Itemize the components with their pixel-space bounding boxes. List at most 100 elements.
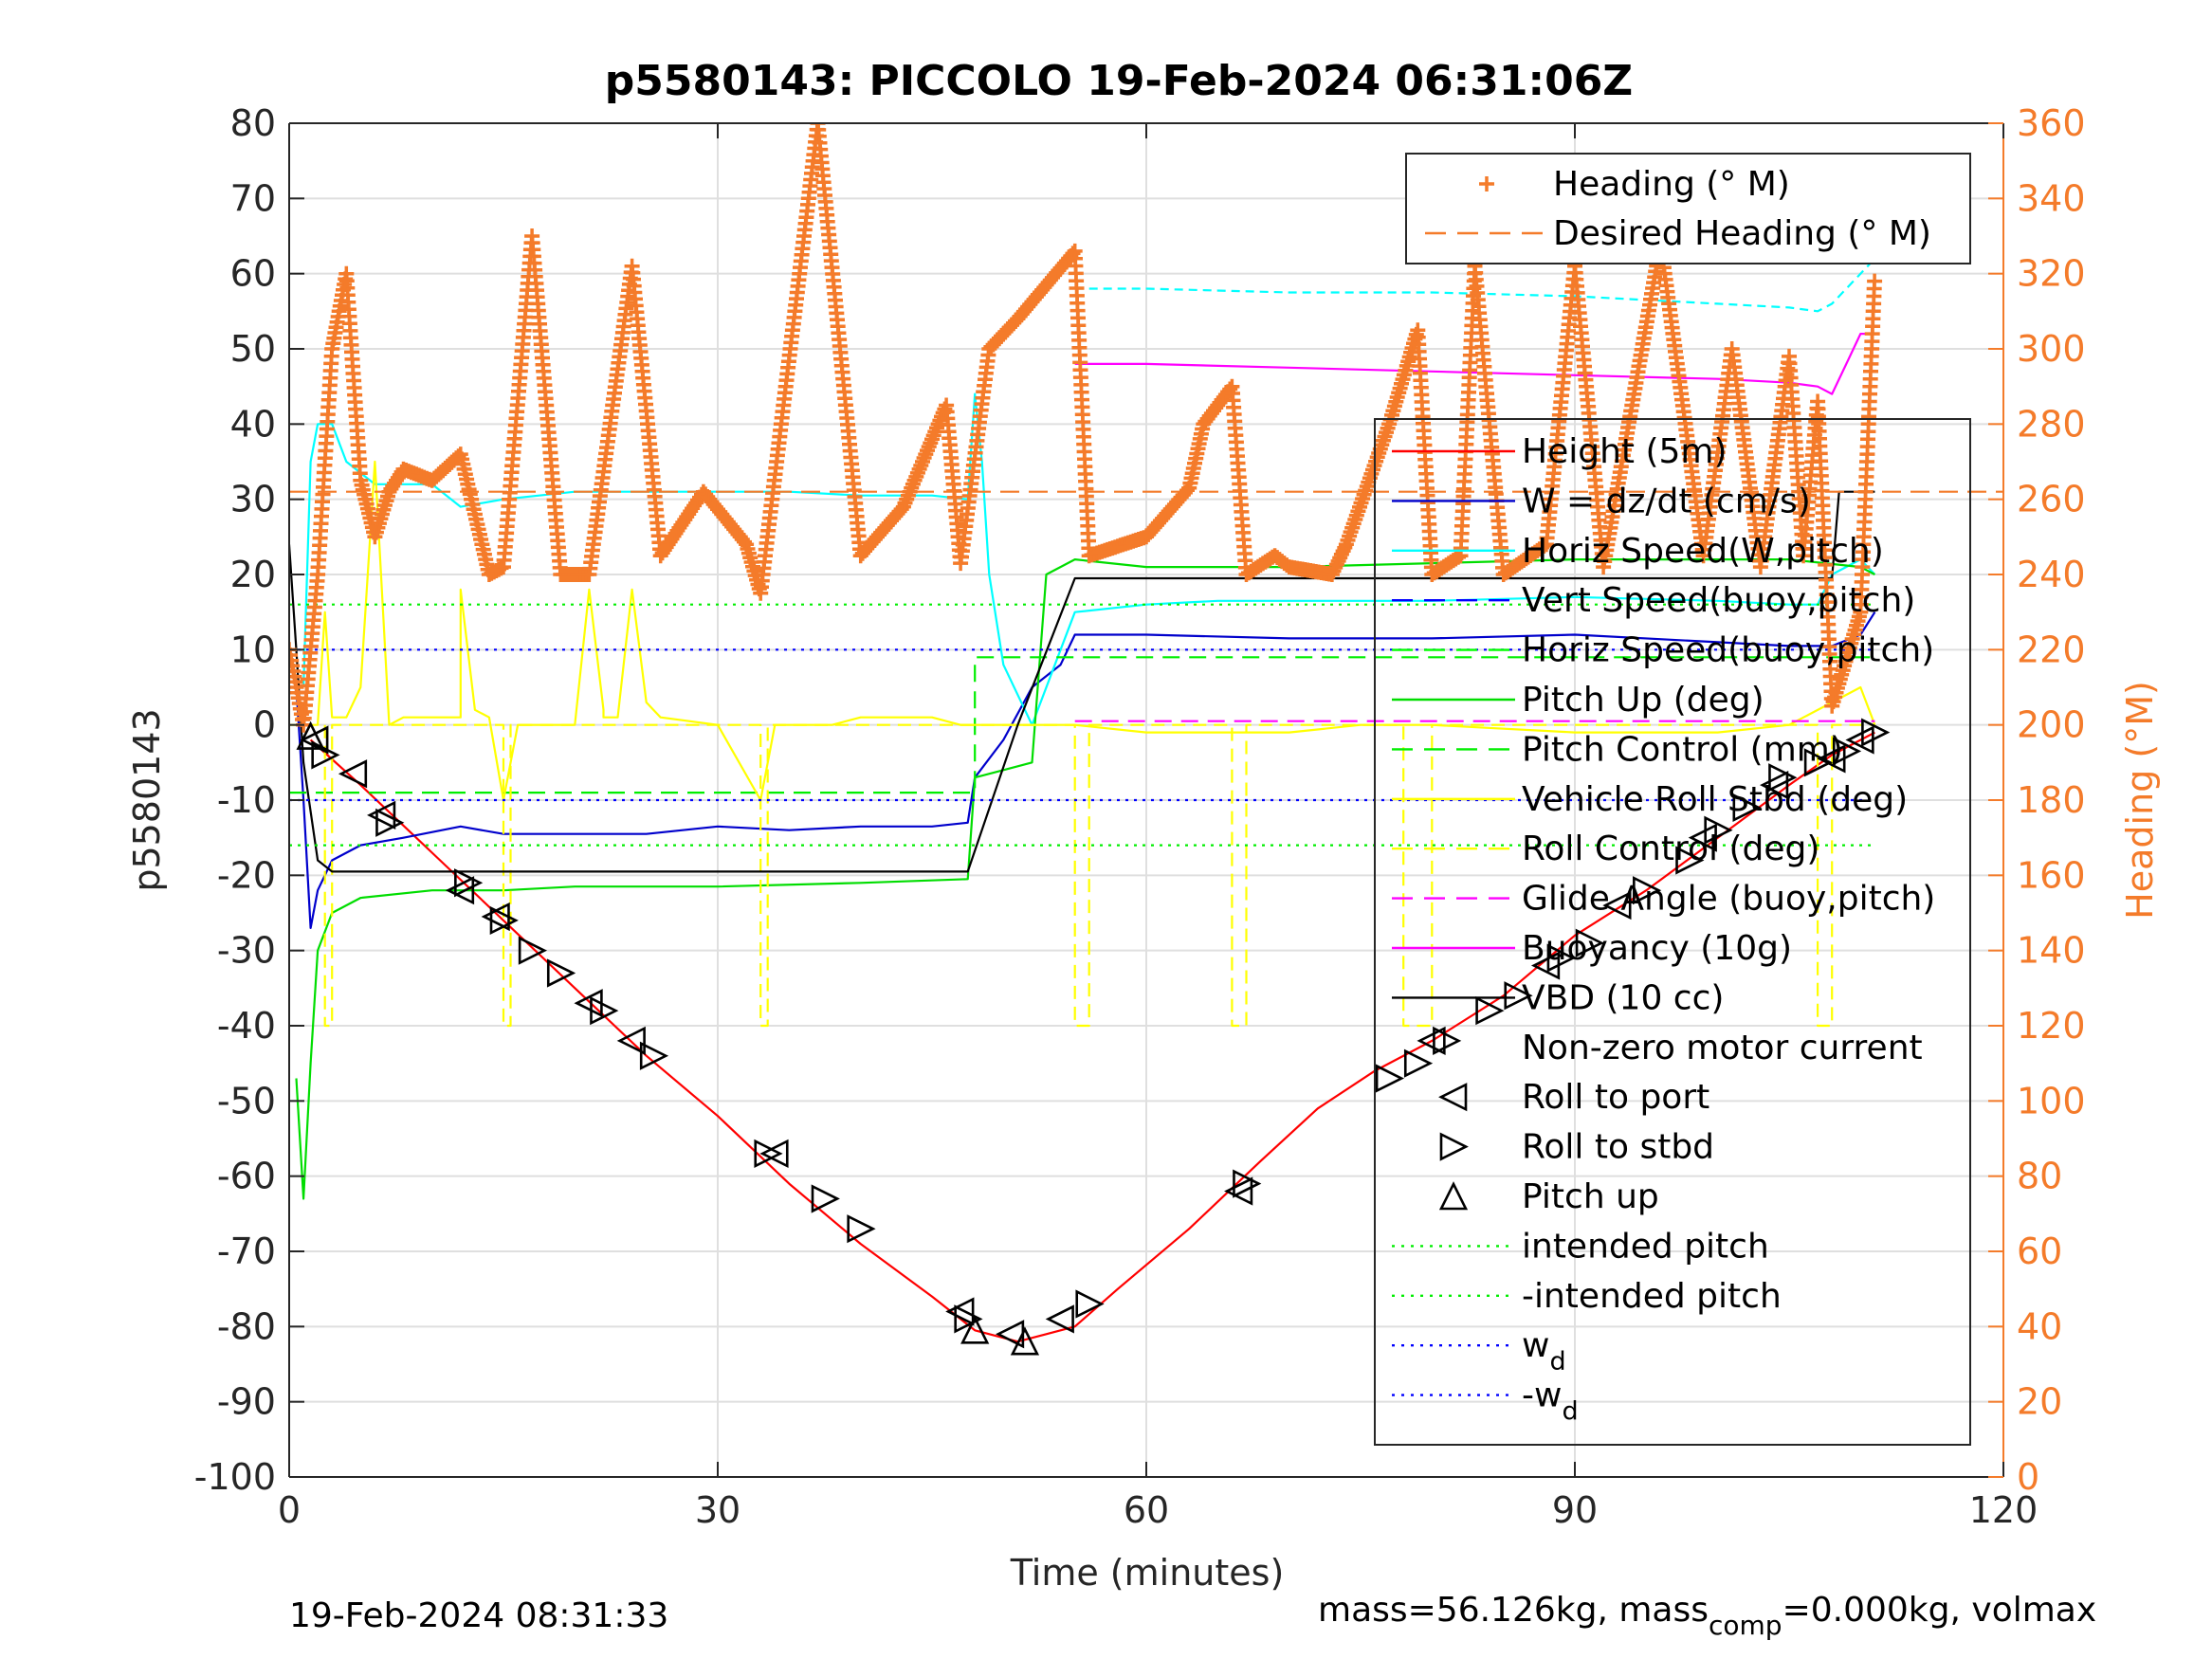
chart-title: p5580143: PICCOLO 19-Feb-2024 06:31:06Z — [605, 57, 1633, 105]
roll-stbd-marker — [1403, 1048, 1434, 1078]
footer-mass: mass=56.126kg, masscomp=0.000kg, volmax — [1318, 1591, 2096, 1641]
plot-area — [289, 123, 2003, 1356]
roll-stbd-marker — [1803, 748, 1834, 777]
y-tick-label: 70 — [230, 177, 276, 219]
legend-main: Height (5m) W = dz/dt (cm/s) Horiz Speed(W… — [1374, 418, 1971, 1446]
x-tick-label: 90 — [1552, 1489, 1598, 1531]
y-tick-label: -90 — [217, 1381, 276, 1423]
legend-entry-label: Roll to stbd — [1522, 1128, 1714, 1167]
roll-stbd-marker — [1504, 981, 1533, 1011]
legend-entry-label: Buoyancy (10g) — [1522, 929, 1792, 968]
legend-entry-label: Pitch Control (mm) — [1522, 730, 1843, 769]
y2-tick-label: 260 — [2017, 479, 2086, 520]
legend-entry-label: VBD (10 cc) — [1522, 978, 1724, 1017]
roll-stbd-marker — [1704, 815, 1733, 845]
roll-stbd-marker — [1675, 846, 1705, 875]
y-tick-labels: 80 70 60 50 40 30 20 10 0 -10 -20 -30 -40 -50 -60 -70 -8… — [194, 102, 276, 1498]
x-tick-label: 60 — [1124, 1489, 1169, 1531]
series-layer — [289, 258, 2003, 1343]
footer-mass-part2: =0.000kg, volmax — [1782, 1591, 2097, 1630]
y-tick-label: -70 — [217, 1231, 276, 1272]
roll-port-marker — [1417, 1026, 1446, 1055]
y-tick-label: -30 — [217, 930, 276, 972]
roll-stbd-marker — [375, 808, 405, 837]
legend-entry-label: wd — [1522, 1326, 1566, 1376]
legend-entry-label: Vert Speed(buoy,pitch) — [1522, 581, 1915, 620]
legend-entry-label: Horiz Speed(W,pitch) — [1522, 532, 1884, 571]
y2-tick-label: 300 — [2017, 328, 2086, 370]
legend-swatch — [1438, 1083, 1468, 1112]
legend-heading: Heading (° M) Desired Heading (° M) — [1405, 153, 1971, 264]
y-tick-label: 30 — [230, 479, 276, 520]
legend-entry-label: W = dz/dt (cm/s) — [1522, 482, 1811, 520]
roll-stbd-marker — [811, 1184, 840, 1213]
pitch-up-marker — [960, 1315, 990, 1344]
y-tick-label: 60 — [230, 253, 276, 295]
roll-stbd-marker — [847, 1214, 876, 1244]
legend-entry-label: -wd — [1522, 1376, 1579, 1427]
heading-layer — [289, 123, 1883, 733]
y-tick-label: -10 — [217, 779, 276, 821]
legend-entry-label: Glide Angle (buoy,pitch) — [1522, 880, 1935, 919]
legend-main-box — [1374, 418, 1971, 1446]
roll-stbd-marker — [639, 1041, 669, 1070]
roll-stbd-marker — [1475, 996, 1505, 1026]
y2-tick-labels: 3603403203002802602402202001801601401201… — [2017, 102, 2086, 1498]
heading-point — [1179, 483, 1195, 499]
roll-port-marker — [338, 759, 368, 789]
roll-stbd-marker — [1575, 928, 1604, 957]
roll-port-marker — [616, 1026, 646, 1055]
roll-port-marker — [367, 800, 396, 830]
roll-stbd-marker — [311, 740, 340, 770]
marker-layer — [296, 718, 1891, 1356]
roll-stbd-marker — [518, 936, 548, 965]
roll-stbd-marker — [1433, 1026, 1462, 1055]
y-tick-label: -50 — [217, 1080, 276, 1121]
legend-swatch — [1479, 176, 1494, 191]
legend-entry-label: Height (5m) — [1522, 432, 1728, 471]
y-tick-label: 0 — [253, 704, 276, 746]
y-axis-label: p5580143 — [126, 708, 168, 891]
y-tick-label: -20 — [217, 854, 276, 896]
x-tick-labels: 0 30 60 90 120 — [278, 1489, 2038, 1531]
roll-port-marker — [445, 876, 475, 905]
y-tick-label: 50 — [230, 328, 276, 370]
legend-swatch — [1439, 1132, 1469, 1161]
y2-tick-label: 140 — [2017, 930, 2086, 972]
y2-tick-label: 40 — [2017, 1305, 2062, 1347]
legend-entry-label: Pitch up — [1522, 1177, 1659, 1216]
y-tick-label: -100 — [194, 1456, 276, 1498]
legend-swatch — [1438, 1181, 1469, 1211]
legend-entry-label: Vehicle Roll Stbd (deg) — [1522, 780, 1908, 819]
legend-entry-label: Roll Control (deg) — [1522, 830, 1819, 868]
legend-heading-box — [1405, 153, 1971, 264]
roll-stbd-marker — [489, 905, 519, 936]
legend-entry-label: intended pitch — [1522, 1227, 1769, 1266]
roll-stbd-marker — [954, 1304, 983, 1334]
roll-port-marker — [759, 1139, 789, 1168]
y2-tick-label: 80 — [2017, 1156, 2062, 1197]
series-line — [309, 731, 1875, 1343]
y2-tick-label: 100 — [2017, 1080, 2086, 1121]
roll-port-marker — [1760, 771, 1789, 800]
series-line — [295, 611, 1876, 930]
legend-entry-label: Heading (° M) — [1553, 165, 1790, 204]
footer-timestamp: 19-Feb-2024 08:31:33 — [289, 1596, 668, 1635]
series-line — [289, 460, 1876, 802]
roll-stbd-marker — [1546, 943, 1576, 973]
y2-tick-label: 220 — [2017, 629, 2086, 670]
roll-stbd-marker — [454, 868, 484, 898]
y2-tick-label: 360 — [2017, 102, 2086, 144]
heading-point — [737, 534, 752, 550]
series-line — [1074, 333, 1875, 395]
y-tick-label: -80 — [217, 1305, 276, 1347]
legend-entry-label: Horiz Speed(buoy,pitch) — [1522, 631, 1934, 670]
footer-mass-part1: mass=56.126kg, mass — [1318, 1591, 1709, 1630]
roll-stbd-marker — [754, 1139, 783, 1168]
roll-stbd-marker — [1732, 793, 1762, 823]
y2-tick-label: 20 — [2017, 1381, 2062, 1423]
pitch-up-marker — [296, 720, 325, 750]
roll-stbd-marker — [1861, 718, 1891, 747]
